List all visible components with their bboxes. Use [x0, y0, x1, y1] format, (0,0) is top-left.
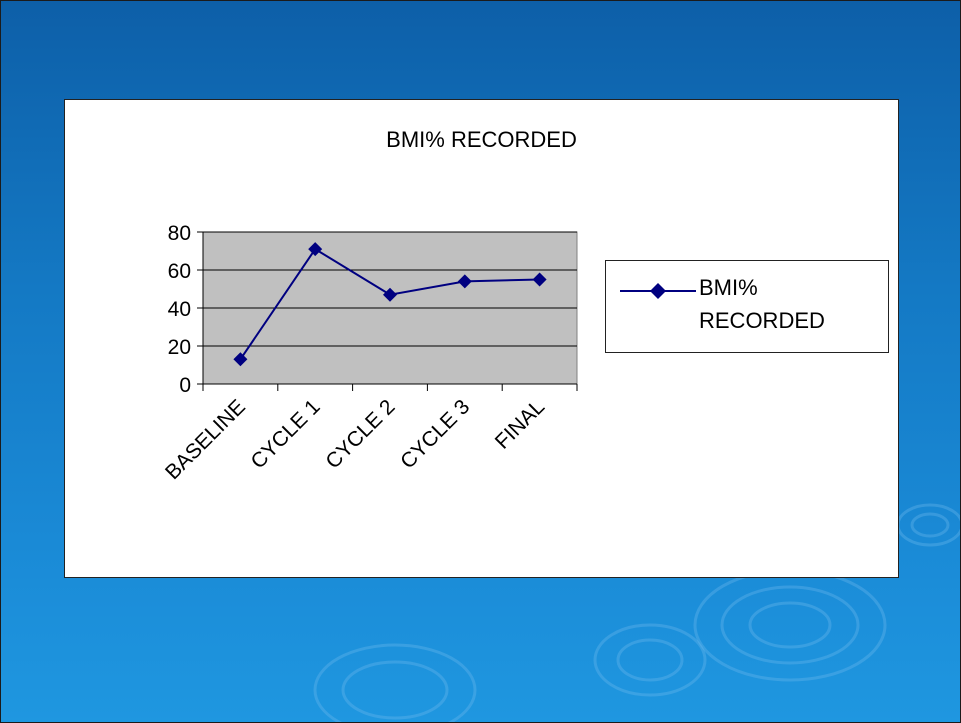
- legend-series-marker: [620, 283, 696, 299]
- y-tick-label: 80: [168, 222, 191, 245]
- data-point-marker: [457, 274, 472, 289]
- x-tick-label: CYCLE 3: [396, 395, 474, 473]
- legend-series-label: BMI% RECORDED: [699, 275, 825, 333]
- chart-legend: BMI% RECORDED: [605, 260, 889, 353]
- data-point-marker: [233, 352, 248, 367]
- x-tick-label: CYCLE 2: [321, 395, 399, 473]
- x-tick-label: BASELINE: [161, 395, 250, 484]
- data-point-marker: [308, 242, 323, 257]
- y-tick-label: 0: [179, 374, 191, 397]
- y-tick-label: 20: [168, 336, 191, 359]
- y-tick-label: 40: [168, 298, 191, 321]
- chart-title: BMI% RECORDED: [386, 127, 577, 152]
- y-tick-label: 60: [168, 260, 191, 283]
- data-point-marker: [532, 272, 547, 287]
- x-tick-label: CYCLE 1: [247, 395, 325, 473]
- chart-panel: BMI% RECORDED 0 20 40 60 80 BASELINE CYCLE 1 CY…: [64, 99, 899, 578]
- x-tick-label: FINAL: [491, 395, 549, 453]
- data-point-marker: [383, 287, 397, 302]
